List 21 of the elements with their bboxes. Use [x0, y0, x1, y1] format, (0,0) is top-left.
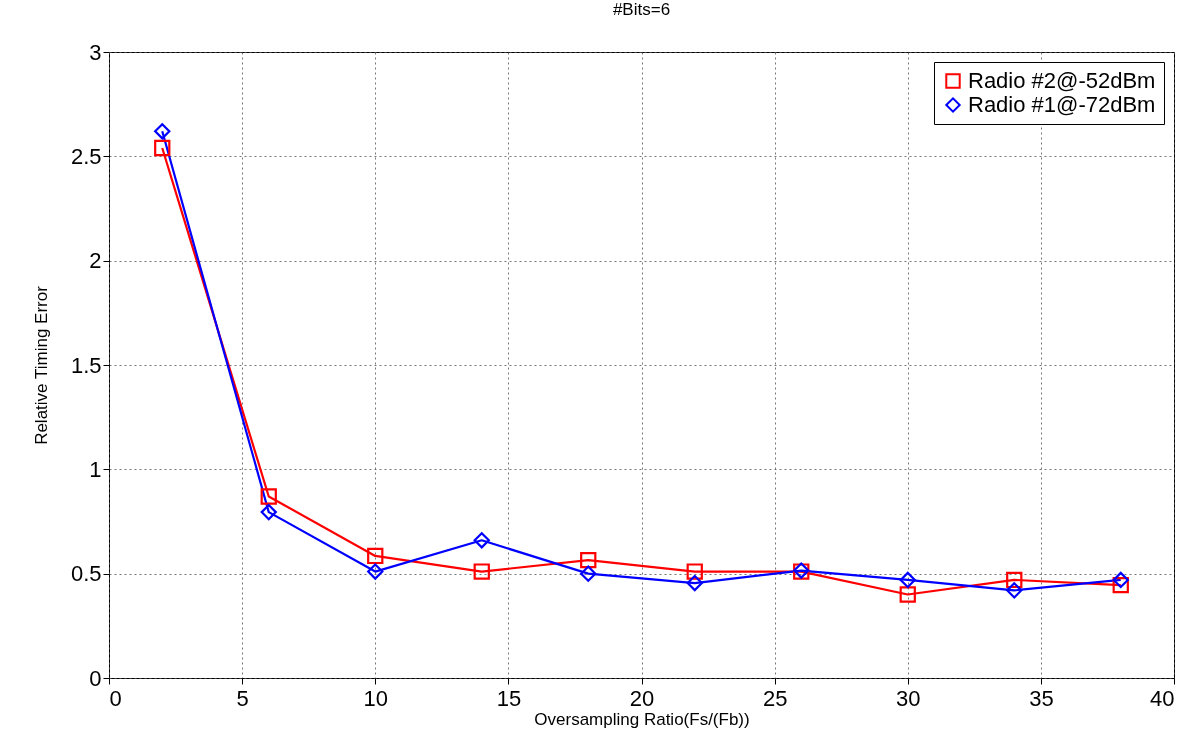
x-tick-label: 0	[109, 685, 122, 711]
legend-label: Radio #2@-52dBm	[968, 68, 1156, 93]
x-tick-label: 25	[762, 685, 788, 711]
x-tick-label: 35	[1029, 685, 1054, 711]
chart-title: #Bits=6	[612, 0, 671, 19]
x-tick-label: 10	[363, 685, 388, 711]
y-tick-label: 1.5	[70, 352, 102, 378]
x-tick-label: 20	[629, 685, 655, 711]
x-tick-label: 5	[236, 685, 249, 711]
x-axis-title: Oversampling Ratio(Fs/(Fb))	[534, 709, 750, 729]
y-tick-label: 0	[89, 665, 102, 691]
legend-label: Radio #1@-72dBm	[968, 92, 1156, 117]
x-tick-label: 15	[496, 685, 522, 711]
x-tick-label: 30	[896, 685, 921, 711]
y-tick-label: 1	[89, 456, 102, 482]
y-tick-label: 2.5	[70, 143, 102, 169]
y-axis-title: Relative Timing Error	[31, 285, 51, 445]
y-tick-label: 2	[89, 248, 102, 274]
x-tick-label: 40	[1150, 685, 1175, 711]
y-tick-label: 3	[89, 39, 102, 65]
y-tick-label: 0.5	[70, 561, 102, 587]
